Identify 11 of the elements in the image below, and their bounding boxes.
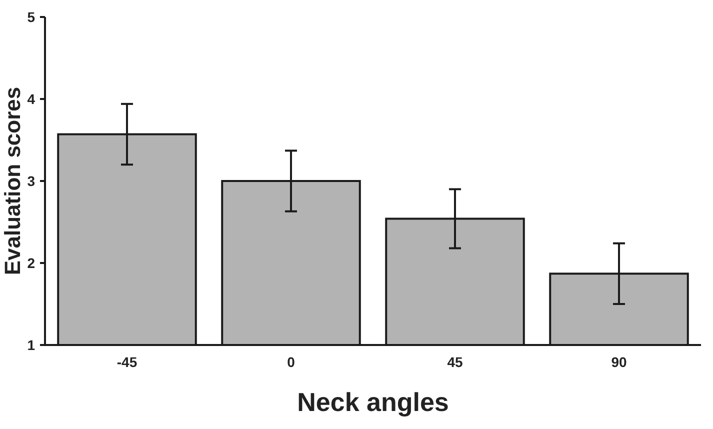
x-tick-label: 45 <box>447 354 463 370</box>
y-tick-label: 3 <box>27 172 36 189</box>
y-tick-label: 1 <box>27 336 36 353</box>
x-axis-title: Neck angles <box>297 387 449 417</box>
x-tick-label: 90 <box>611 354 627 370</box>
y-tick-label: 5 <box>27 8 36 25</box>
y-tick-label: 4 <box>27 90 36 107</box>
x-tick-label: -45 <box>116 354 138 370</box>
y-tick-label: 2 <box>27 254 36 271</box>
y-axis-title: Evaluation scores <box>0 86 25 276</box>
x-tick-label: 0 <box>287 354 296 370</box>
